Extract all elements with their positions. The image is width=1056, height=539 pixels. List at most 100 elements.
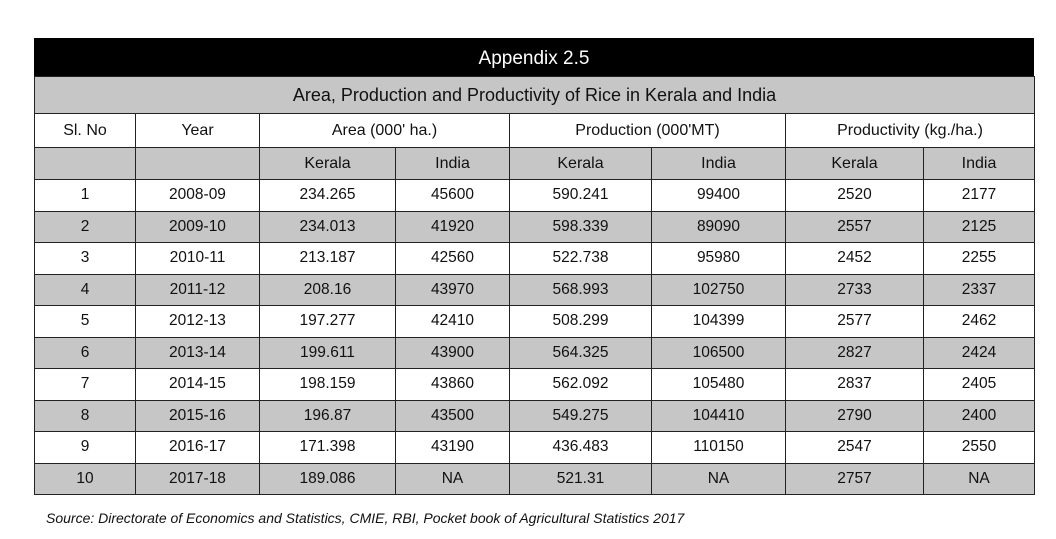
cell-production-india: NA xyxy=(651,462,786,495)
cell-productivity-kerala: 2827 xyxy=(785,336,924,369)
cell-area-kerala: 234.265 xyxy=(259,179,396,212)
table-row: 8 2015-16 196.87 43500 549.275 104410 2790 2400 xyxy=(34,399,1036,432)
cell-productivity-kerala: 2452 xyxy=(785,242,924,275)
cell-production-kerala: 598.339 xyxy=(509,210,652,243)
cell-production-kerala: 522.738 xyxy=(509,242,652,275)
subheader-blank xyxy=(135,147,260,180)
cell-area-india: 43190 xyxy=(395,431,510,464)
cell-year: 2013-14 xyxy=(135,336,260,369)
header-area: Area (000' ha.) xyxy=(259,113,510,148)
header-production: Production (000'MT) xyxy=(509,113,786,148)
rice-data-table: Area, Production and Productivity of Ric… xyxy=(33,76,1036,495)
cell-production-kerala: 549.275 xyxy=(509,399,652,432)
cell-production-india: 104410 xyxy=(651,399,786,432)
table-row: 7 2014-15 198.159 43860 562.092 105480 2837 240… xyxy=(34,368,1036,401)
cell-area-india: 42560 xyxy=(395,242,510,275)
cell-productivity-kerala: 2757 xyxy=(785,462,924,495)
cell-year: 2017-18 xyxy=(135,462,260,495)
cell-area-india: 43860 xyxy=(395,368,510,401)
cell-productivity-india: 2405 xyxy=(922,368,1036,401)
cell-production-kerala: 508.299 xyxy=(509,305,652,338)
cell-productivity-kerala: 2547 xyxy=(785,431,924,464)
cell-slno: 5 xyxy=(34,305,136,338)
cell-productivity-india: 2462 xyxy=(922,305,1036,338)
cell-production-kerala: 521.31 xyxy=(509,462,652,495)
cell-area-kerala: 234.013 xyxy=(259,210,396,243)
cell-slno: 6 xyxy=(34,336,136,369)
header-slno: Sl. No xyxy=(34,113,136,148)
cell-productivity-kerala: 2557 xyxy=(785,210,924,243)
cell-area-india: 43970 xyxy=(395,273,510,306)
cell-production-kerala: 562.092 xyxy=(509,368,652,401)
cell-area-kerala: 213.187 xyxy=(259,242,396,275)
cell-year: 2015-16 xyxy=(135,399,260,432)
cell-slno: 4 xyxy=(34,273,136,306)
cell-production-india: 102750 xyxy=(651,273,786,306)
cell-productivity-india: 2550 xyxy=(922,431,1036,464)
table-row: 6 2013-14 199.611 43900 564.325 106500 2827 242… xyxy=(34,336,1036,369)
cell-area-india: 45600 xyxy=(395,179,510,212)
cell-slno: 10 xyxy=(34,462,136,495)
cell-productivity-kerala: 2577 xyxy=(785,305,924,338)
cell-productivity-kerala: 2790 xyxy=(785,399,924,432)
cell-production-kerala: 590.241 xyxy=(509,179,652,212)
cell-year: 2010-11 xyxy=(135,242,260,275)
cell-slno: 7 xyxy=(34,368,136,401)
subheader-productivity-kerala: Kerala xyxy=(785,147,924,180)
cell-area-india: 42410 xyxy=(395,305,510,338)
cell-area-india: NA xyxy=(395,462,510,495)
cell-production-kerala: 564.325 xyxy=(509,336,652,369)
cell-year: 2008-09 xyxy=(135,179,260,212)
cell-slno: 9 xyxy=(34,431,136,464)
subheader-blank xyxy=(34,147,136,180)
cell-area-kerala: 198.159 xyxy=(259,368,396,401)
cell-area-kerala: 197.277 xyxy=(259,305,396,338)
cell-productivity-india: 2255 xyxy=(922,242,1036,275)
cell-area-kerala: 171.398 xyxy=(259,431,396,464)
cell-slno: 3 xyxy=(34,242,136,275)
cell-productivity-india: 2177 xyxy=(922,179,1036,212)
cell-area-kerala: 189.086 xyxy=(259,462,396,495)
table-row: 1 2008-09 234.265 45600 590.241 99400 2520 2177 xyxy=(34,179,1036,212)
cell-productivity-india: 2337 xyxy=(922,273,1036,306)
header-year: Year xyxy=(135,113,260,148)
cell-productivity-kerala: 2837 xyxy=(785,368,924,401)
table-row: 9 2016-17 171.398 43190 436.483 110150 2547 255… xyxy=(34,431,1036,464)
cell-year: 2011-12 xyxy=(135,273,260,306)
cell-area-india: 41920 xyxy=(395,210,510,243)
cell-year: 2009-10 xyxy=(135,210,260,243)
subheader-productivity-india: India xyxy=(922,147,1036,180)
cell-productivity-india: 2400 xyxy=(922,399,1036,432)
subheader-production-india: India xyxy=(651,147,786,180)
subheader-area-india: India xyxy=(395,147,510,180)
cell-productivity-kerala: 2733 xyxy=(785,273,924,306)
cell-productivity-kerala: 2520 xyxy=(785,179,924,212)
header-productivity: Productivity (kg./ha.) xyxy=(784,113,1036,148)
cell-area-kerala: 199.611 xyxy=(259,336,396,369)
cell-production-india: 110150 xyxy=(651,431,786,464)
cell-production-india: 99400 xyxy=(651,179,786,212)
cell-slno: 2 xyxy=(34,210,136,243)
cell-production-kerala: 436.483 xyxy=(509,431,652,464)
cell-production-india: 95980 xyxy=(651,242,786,275)
cell-productivity-india: 2424 xyxy=(922,336,1036,369)
table-row: 4 2011-12 208.16 43970 568.993 102750 2733 2337 xyxy=(34,273,1036,306)
cell-production-india: 106500 xyxy=(651,336,786,369)
source-note: Source: Directorate of Economics and Sta… xyxy=(46,510,685,526)
cell-area-kerala: 208.16 xyxy=(259,273,396,306)
cell-production-india: 89090 xyxy=(651,210,786,243)
subheader-production-kerala: Kerala xyxy=(509,147,652,180)
appendix-title: Appendix 2.5 xyxy=(34,38,1034,76)
subheader-area-kerala: Kerala xyxy=(259,147,396,180)
cell-year: 2012-13 xyxy=(135,305,260,338)
cell-production-india: 105480 xyxy=(651,368,786,401)
cell-area-india: 43500 xyxy=(395,399,510,432)
cell-area-india: 43900 xyxy=(395,336,510,369)
cell-productivity-india: 2125 xyxy=(922,210,1036,243)
table-row: 3 2010-11 213.187 42560 522.738 95980 2452 2255 xyxy=(34,242,1036,275)
rice-table-container: Appendix 2.5 Area, Production and Produc… xyxy=(33,38,1036,495)
table-subtitle: Area, Production and Productivity of Ric… xyxy=(33,76,1036,114)
cell-year: 2014-15 xyxy=(135,368,260,401)
cell-production-kerala: 568.993 xyxy=(509,273,652,306)
cell-slno: 8 xyxy=(34,399,136,432)
